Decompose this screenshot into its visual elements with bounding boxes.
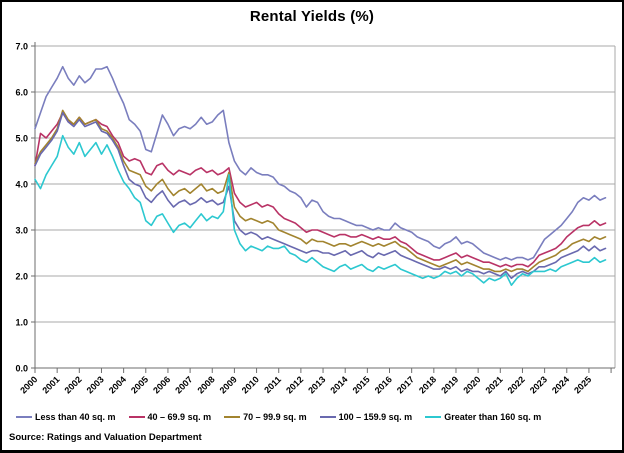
x-axis-label: 2023 — [528, 374, 549, 395]
x-axis-label: 2014 — [328, 374, 349, 395]
x-axis-label: 2004 — [107, 374, 128, 395]
x-axis-label: 2017 — [395, 374, 416, 395]
x-axis-label: 2010 — [240, 374, 261, 395]
x-axis-label: 2011 — [262, 374, 283, 395]
x-axis-label: 2025 — [572, 374, 593, 395]
x-axis-label: 2024 — [550, 374, 571, 395]
series-line-2 — [34, 109, 607, 273]
x-axis-label: 2007 — [173, 374, 194, 395]
x-axis-label: 2018 — [417, 374, 438, 395]
legend-line-marker — [224, 416, 241, 418]
y-axis-label: 1.0 — [15, 318, 28, 328]
x-axis-label: 2015 — [351, 374, 372, 395]
x-axis-label: 2005 — [129, 374, 150, 395]
y-axis-label: 2.0 — [15, 272, 28, 282]
x-axis-label: 2009 — [218, 374, 239, 395]
x-axis-label: 2006 — [151, 374, 172, 395]
legend-label: 40 – 69.9 sq. m — [147, 412, 212, 422]
y-axis-label: 4.0 — [15, 180, 28, 190]
x-axis-label: 2016 — [373, 374, 394, 395]
chart-title: Rental Yields (%) — [249, 8, 375, 25]
series-line-3 — [34, 111, 607, 280]
x-axis-label: 2003 — [85, 374, 106, 395]
legend-label: 70 – 99.9 sq. m — [243, 412, 307, 422]
x-axis-label: 2000 — [18, 374, 39, 395]
x-axis-label: 2022 — [506, 374, 527, 395]
y-axis-label: 7.0 — [15, 42, 28, 52]
x-axis-label: 2019 — [439, 374, 460, 395]
x-axis-label: 2013 — [306, 374, 327, 395]
x-axis-label: 2008 — [195, 374, 216, 395]
y-axis-label: 6.0 — [15, 88, 28, 98]
legend-line-marker — [16, 416, 32, 418]
legend-line-marker — [128, 416, 145, 418]
y-axis-label: 3.0 — [15, 226, 28, 236]
x-axis-label: 2001 — [40, 374, 61, 395]
legend-item: 100 – 159.9 sq. m — [319, 412, 413, 422]
legend-item: Less than 40 sq. m — [16, 412, 116, 422]
x-axis-label: 2012 — [284, 374, 305, 395]
x-axis-label: 2020 — [461, 374, 482, 395]
legend-line-marker — [319, 416, 336, 418]
legend: Less than 40 sq. m 40 – 69.9 sq. m 70 – 99… — [16, 408, 620, 426]
y-axis-label: 0.0 — [15, 364, 28, 374]
legend-label: Greater than 160 sq. m — [444, 412, 542, 422]
x-axis-label: 2021 — [483, 374, 504, 395]
x-axis-label: 2002 — [62, 374, 83, 395]
legend-line-marker — [425, 416, 442, 418]
series-line-0 — [34, 65, 607, 261]
series-line-4 — [34, 134, 607, 287]
y-axis-label: 5.0 — [15, 134, 28, 144]
legend-label: Less than 40 sq. m — [35, 412, 116, 422]
legend-item: 40 – 69.9 sq. m — [128, 412, 212, 422]
chart-canvas: 0.0 1.0 2.0 3.0 4.0 5.0 6.0 7.0 2000 2001 2002 2003… — [15, 42, 616, 396]
legend-item: Greater than 160 sq. m — [425, 412, 541, 422]
series-line-1 — [34, 111, 607, 268]
legend-label: 100 – 159.9 sq. m — [338, 412, 413, 422]
legend-item: 70 – 99.9 sq. m — [224, 412, 307, 422]
source-note: Source: Ratings and Valuation Department — [9, 432, 202, 443]
